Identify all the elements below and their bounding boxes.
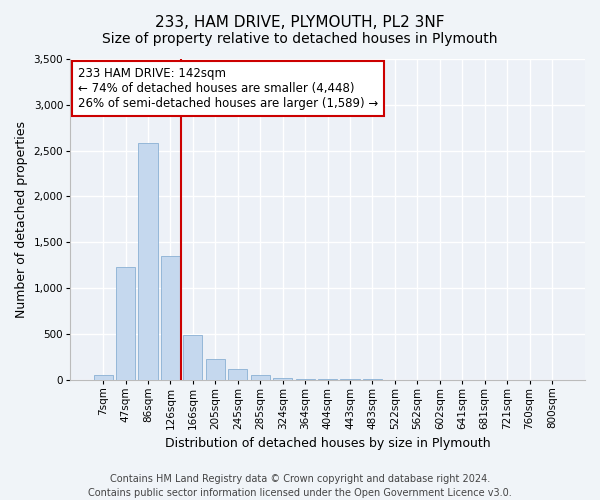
Text: Size of property relative to detached houses in Plymouth: Size of property relative to detached ho… <box>102 32 498 46</box>
Bar <box>161 256 180 380</box>
Bar <box>251 375 270 380</box>
Bar <box>228 369 247 380</box>
Text: 233, HAM DRIVE, PLYMOUTH, PL2 3NF: 233, HAM DRIVE, PLYMOUTH, PL2 3NF <box>155 15 445 30</box>
Bar <box>116 267 135 380</box>
Bar <box>273 378 292 380</box>
Bar <box>184 334 202 380</box>
Bar <box>139 144 158 380</box>
Y-axis label: Number of detached properties: Number of detached properties <box>15 121 28 318</box>
Bar <box>296 378 314 380</box>
Bar <box>206 358 225 380</box>
Bar <box>94 375 113 380</box>
Text: Contains HM Land Registry data © Crown copyright and database right 2024.
Contai: Contains HM Land Registry data © Crown c… <box>88 474 512 498</box>
X-axis label: Distribution of detached houses by size in Plymouth: Distribution of detached houses by size … <box>165 437 490 450</box>
Text: 233 HAM DRIVE: 142sqm
← 74% of detached houses are smaller (4,448)
26% of semi-d: 233 HAM DRIVE: 142sqm ← 74% of detached … <box>78 67 378 110</box>
